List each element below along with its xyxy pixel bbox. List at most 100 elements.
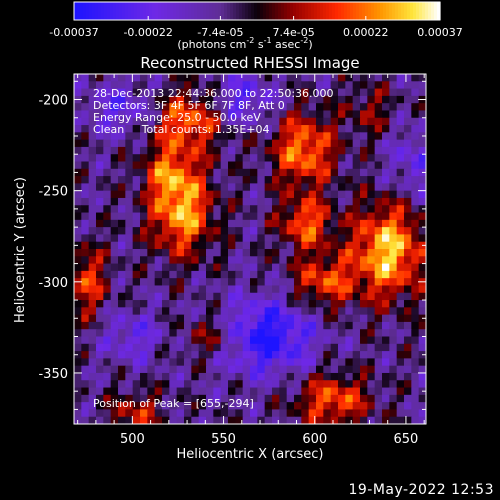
heatmap-pixel <box>294 139 302 148</box>
heatmap-pixel <box>206 387 214 396</box>
heatmap-pixel <box>103 270 112 279</box>
heatmap-pixel <box>418 103 426 111</box>
heatmap-pixel <box>360 95 368 104</box>
heatmap-pixel <box>382 103 390 111</box>
heatmap-pixel <box>250 95 258 104</box>
heatmap-pixel <box>352 103 361 111</box>
heatmap-pixel <box>88 343 97 352</box>
heatmap-pixel <box>250 125 258 133</box>
heatmap-pixel <box>213 125 222 133</box>
heatmap-pixel <box>316 278 324 286</box>
heatmap-pixel <box>125 161 134 170</box>
heatmap-pixel <box>147 387 156 396</box>
heatmap-pixel <box>110 329 119 337</box>
heatmap-pixel <box>301 387 310 396</box>
heatmap-pixel <box>184 227 192 235</box>
heatmap-pixel <box>264 74 273 82</box>
heatmap-pixel <box>206 241 214 250</box>
heatmap-pixel <box>125 176 134 184</box>
heatmap-pixel <box>242 227 251 235</box>
heatmap-pixel <box>242 241 251 250</box>
heatmap-pixel <box>132 351 141 359</box>
heatmap-pixel <box>118 409 126 418</box>
heatmap-pixel <box>110 234 119 243</box>
heatmap-pixel <box>198 81 207 90</box>
heatmap-pixel <box>264 154 273 162</box>
heatmap-pixel <box>206 329 214 337</box>
heatmap-pixel <box>279 358 288 367</box>
heatmap-pixel <box>308 372 317 381</box>
heatmap-pixel <box>338 292 346 301</box>
x-axis-ticks: 500 550 600 650 <box>77 74 425 447</box>
colorbar-cell <box>281 2 285 20</box>
heatmap-pixel <box>154 176 163 184</box>
heatmap-pixel <box>367 278 376 286</box>
heatmap-pixel <box>272 74 280 82</box>
heatmap-pixel <box>308 125 317 133</box>
heatmap-pixel <box>360 110 368 119</box>
heatmap-pixel <box>301 241 310 250</box>
heatmap-pixel <box>316 270 324 279</box>
heatmap-pixel <box>316 285 324 294</box>
heatmap-pixel <box>154 358 163 367</box>
heatmap-pixel <box>264 365 273 374</box>
heatmap-pixel <box>88 249 97 257</box>
heatmap-pixel <box>74 249 82 257</box>
heatmap-pixel <box>176 365 185 374</box>
heatmap-pixel <box>242 219 251 228</box>
heatmap-pixel <box>279 234 288 243</box>
heatmap-pixel <box>279 278 288 286</box>
heatmap-pixel <box>367 351 376 359</box>
heatmap-pixel <box>330 176 339 184</box>
heatmap-pixel <box>162 387 170 396</box>
heatmap-pixel <box>154 380 163 389</box>
heatmap-pixel <box>272 139 280 148</box>
heatmap-pixel <box>74 190 82 199</box>
colorbar-cell <box>350 2 354 20</box>
heatmap-pixel <box>140 168 148 177</box>
colorbar-cell <box>227 2 231 20</box>
heatmap-pixel <box>279 314 288 323</box>
heatmap-pixel <box>352 249 361 257</box>
heatmap-pixel <box>132 205 141 214</box>
heatmap-pixel <box>235 161 244 170</box>
heatmap-pixel <box>389 168 398 177</box>
heatmap-pixel <box>411 241 420 250</box>
heatmap-pixel <box>404 88 412 97</box>
heatmap-pixel <box>396 336 405 345</box>
heatmap-pixel <box>125 146 134 155</box>
heatmap-pixel <box>374 103 383 111</box>
heatmap-pixel <box>118 380 126 389</box>
heatmap-pixel <box>301 197 310 206</box>
heatmap-pixel <box>250 190 258 199</box>
heatmap-pixel <box>286 110 295 119</box>
heatmap-pixel <box>316 380 324 389</box>
colorbar-cell <box>422 2 426 20</box>
heatmap-pixel <box>96 285 104 294</box>
heatmap-pixel <box>147 321 156 330</box>
heatmap-pixel <box>132 95 141 104</box>
heatmap-pixel <box>154 372 163 381</box>
heatmap-pixel <box>360 380 368 389</box>
heatmap-pixel <box>176 132 185 141</box>
heatmap-pixel <box>264 402 273 410</box>
heatmap-pixel <box>110 387 119 396</box>
heatmap-pixel <box>96 95 104 104</box>
heatmap-pixel <box>103 372 112 381</box>
heatmap-pixel <box>220 176 229 184</box>
heatmap-pixel <box>345 139 354 148</box>
heatmap-pixel <box>242 212 251 221</box>
heatmap-pixel <box>81 387 90 396</box>
colorbar-cell <box>275 2 279 20</box>
heatmap-pixel <box>345 249 354 257</box>
heatmap-pixel <box>411 219 420 228</box>
heatmap-pixel <box>198 234 207 243</box>
heatmap-pixel <box>294 278 302 286</box>
heatmap-pixel <box>250 300 258 308</box>
heatmap-pixel <box>118 110 126 119</box>
heatmap-pixel <box>382 81 390 90</box>
heatmap-pixel <box>418 307 426 316</box>
heatmap-pixel <box>294 234 302 243</box>
heatmap-pixel <box>308 234 317 243</box>
heatmap-pixel <box>382 358 390 367</box>
